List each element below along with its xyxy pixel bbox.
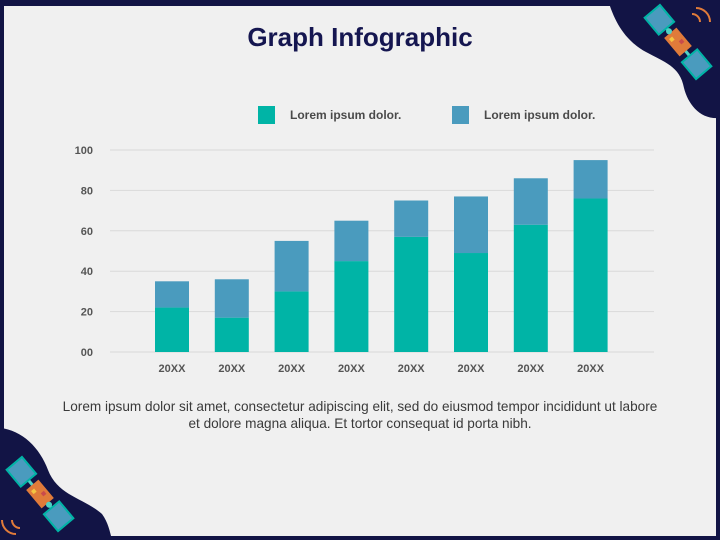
x-tick-label: 20XX	[458, 363, 486, 375]
x-tick-label: 20XX	[338, 363, 366, 375]
bar-series-1	[394, 236, 429, 352]
page-title: Graph Infographic	[247, 22, 473, 52]
x-tick-label: 20XX	[218, 363, 246, 375]
bar-series-1	[573, 198, 608, 352]
y-tick-label: 20	[81, 307, 93, 319]
corner-blob-top-right	[608, 0, 720, 119]
legend-swatch-2	[452, 106, 469, 124]
body-text: Lorem ipsum dolor sit amet, consectetur …	[62, 399, 658, 431]
satellite-icon	[5, 455, 75, 533]
x-tick-label: 20XX	[278, 363, 306, 375]
x-tick-label: 20XX	[159, 363, 187, 375]
bar-series-2	[274, 240, 309, 292]
y-tick-label: 100	[75, 145, 93, 157]
legend-item-1: Lorem ipsum dolor.	[258, 105, 401, 125]
bar-series-2	[155, 281, 189, 308]
satellite-icon	[643, 3, 713, 81]
bar-series-1	[274, 291, 309, 352]
y-tick-label: 60	[81, 226, 93, 238]
y-tick-label: 80	[81, 185, 93, 197]
x-tick-label: 20XX	[398, 363, 426, 375]
bar-series-1	[454, 253, 488, 352]
corner-blob-bottom-left	[0, 428, 112, 540]
y-tick-label: 00	[81, 347, 93, 359]
legend-label-2: Lorem ipsum dolor.	[484, 108, 596, 122]
bar-series-2	[454, 196, 488, 254]
bar-series-1	[155, 307, 189, 352]
bar-series-2	[214, 279, 249, 318]
bar-series-2	[513, 178, 548, 225]
bar-series-1	[513, 224, 548, 352]
x-tick-label: 20XX	[517, 363, 545, 375]
bar-series-2	[394, 200, 429, 237]
bar-series-1	[334, 261, 369, 352]
legend-item-2: Lorem ipsum dolor.	[452, 105, 595, 125]
legend-label-1: Lorem ipsum dolor.	[290, 108, 402, 122]
x-tick-label: 20XX	[577, 363, 605, 375]
legend-swatch-1	[258, 106, 275, 124]
bar-series-1	[214, 317, 249, 352]
bar-series-2	[573, 160, 608, 199]
y-tick-label: 40	[81, 266, 93, 278]
bar-series-2	[334, 220, 369, 262]
